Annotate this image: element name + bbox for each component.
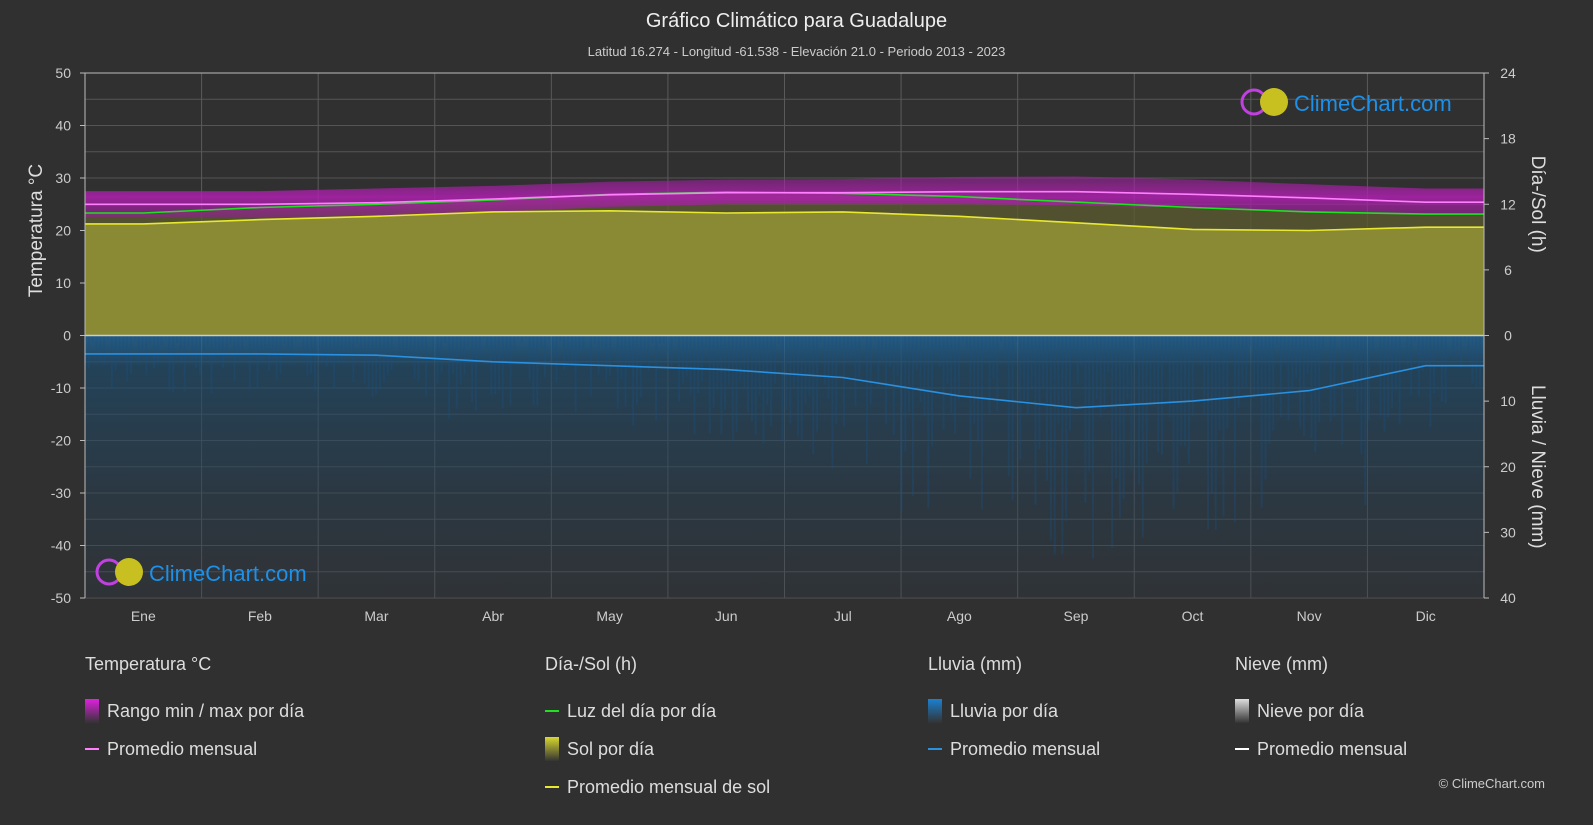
copyright: © ClimeChart.com <box>1438 776 1545 791</box>
right-bottom-tick-label: 40 <box>1500 590 1516 606</box>
legend-item: Promedio mensual <box>85 730 304 768</box>
right-axis-top-title: Día-/Sol (h) <box>1527 156 1548 253</box>
axes: 50 40 30 20 10 0 -10 -20 -30 -40 -50 24 18 12 6 0 10 20 30… <box>26 65 1548 624</box>
legend-swatch-box <box>85 699 99 723</box>
temperature-range-band <box>85 176 1484 218</box>
sunshine-avg-line <box>85 209 1484 232</box>
legend-label: Promedio mensual <box>107 738 258 759</box>
month-label: Ago <box>947 608 972 624</box>
legend-item: Lluvia por día <box>928 692 1100 730</box>
right-bottom-tick-label: 20 <box>1500 459 1516 475</box>
climechart-logo-bottom: ClimeChart.com <box>95 558 307 586</box>
watermark-text: ClimeChart.com <box>149 561 307 586</box>
legend-heading: Temperatura °C <box>85 654 212 674</box>
legend-column: Día-/Sol (h) Luz del día por día Sol por d… <box>545 654 770 806</box>
legend-label: Promedio mensual <box>1257 738 1408 759</box>
legend-label: Luz del día por día <box>567 700 717 721</box>
left-axis-title: Temperatura °C <box>26 164 47 297</box>
legend-label: Lluvia por día <box>950 700 1059 721</box>
sunshine-area <box>85 210 1484 336</box>
legend-swatch-line <box>545 786 559 788</box>
left-tick-label: 10 <box>55 275 71 291</box>
temperature-avg-line <box>85 190 1484 206</box>
legend-label: Nieve por día <box>1257 700 1365 721</box>
legend-swatch-line <box>545 710 559 712</box>
left-tick-label: 30 <box>55 170 71 186</box>
right-bottom-tick-label: 30 <box>1500 524 1516 540</box>
rain-avg-line <box>85 353 1484 409</box>
data-lines <box>85 190 1484 409</box>
month-label: Nov <box>1297 608 1322 624</box>
left-tick-label: 20 <box>55 223 71 239</box>
month-label: Oct <box>1182 608 1204 624</box>
legend-item: Nieve por día <box>1235 692 1407 730</box>
month-label: Feb <box>248 608 272 624</box>
legend-item: Promedio mensual de sol <box>545 768 770 806</box>
left-tick-label: -30 <box>51 485 71 501</box>
legend-item: Sol por día <box>545 730 770 768</box>
legend-swatch-box <box>1235 699 1249 723</box>
legend-item: Promedio mensual <box>928 730 1100 768</box>
legend-swatch-box <box>545 737 559 761</box>
legend-label: Rango min / max por día <box>107 700 305 721</box>
legend-column: Nieve (mm) Nieve por día Promedio mensual <box>1235 654 1407 768</box>
chart-title: Gráfico Climático para Guadalupe <box>645 10 948 32</box>
month-label: Ene <box>131 608 156 624</box>
legend-swatch-box <box>928 699 942 723</box>
legend-swatch-line <box>1235 748 1249 750</box>
left-tick-label: 40 <box>55 118 71 134</box>
legend-heading: Nieve (mm) <box>1235 654 1328 674</box>
left-tick-label: -20 <box>51 433 71 449</box>
month-label: Sep <box>1063 608 1088 624</box>
chart-subtitle: Latitud 16.274 - Longitud -61.538 - Elev… <box>587 44 1006 59</box>
legend-label: Promedio mensual <box>950 738 1101 759</box>
data-areas <box>84 176 1484 598</box>
legend-swatch-line <box>928 748 942 750</box>
legend-column: Temperatura °C Rango min / max por día Pro… <box>85 654 304 768</box>
month-label: Dic <box>1416 608 1436 624</box>
legend-heading: Lluvia (mm) <box>928 654 1023 674</box>
month-label: Jun <box>715 608 738 624</box>
right-axis-bottom-title: Lluvia / Nieve (mm) <box>1527 385 1548 549</box>
month-label: May <box>596 608 622 624</box>
month-label: Mar <box>364 608 388 624</box>
left-tick-label: -10 <box>51 380 71 396</box>
right-bottom-tick-label: 10 <box>1500 393 1516 409</box>
legend-label: Promedio mensual de sol <box>567 776 771 797</box>
rain-area <box>85 335 1484 598</box>
left-tick-label: -40 <box>51 538 71 554</box>
right-top-tick-label: 0 <box>1504 328 1512 344</box>
legend-heading: Día-/Sol (h) <box>545 654 638 674</box>
right-top-tick-label: 6 <box>1504 262 1512 278</box>
legend-item: Luz del día por día <box>545 692 770 730</box>
right-top-tick-label: 18 <box>1500 131 1516 147</box>
legend-swatch-line <box>85 748 99 750</box>
legend-item: Rango min / max por día <box>85 692 304 730</box>
climechart-logo-top: ClimeChart.com <box>1240 88 1452 116</box>
right-top-tick-label: 24 <box>1500 65 1516 81</box>
month-label: Jul <box>834 608 852 624</box>
legend-item: Promedio mensual <box>1235 730 1407 768</box>
watermark-text: ClimeChart.com <box>1294 91 1452 116</box>
legend-label: Sol por día <box>567 738 655 759</box>
right-top-tick-label: 12 <box>1500 196 1516 212</box>
left-tick-label: 0 <box>63 328 71 344</box>
left-tick-label: -50 <box>51 590 71 606</box>
legend-column: Lluvia (mm) Lluvia por día Promedio mensua… <box>928 654 1100 768</box>
month-label: Abr <box>482 608 504 624</box>
left-tick-label: 50 <box>55 65 71 81</box>
